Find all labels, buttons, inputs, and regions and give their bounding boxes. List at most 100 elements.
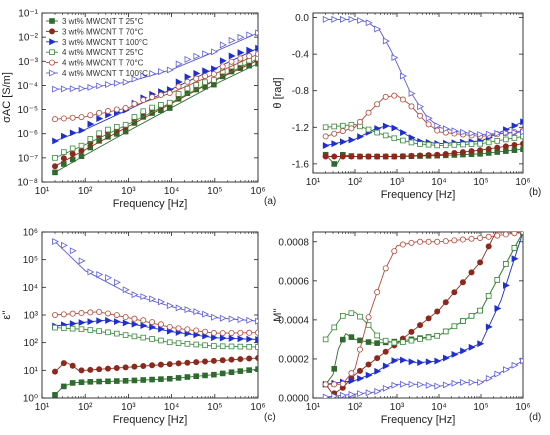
data-point <box>122 314 129 321</box>
data-point <box>237 329 244 336</box>
data-point <box>202 332 210 340</box>
data-point <box>87 318 95 326</box>
legend-entry: 3 wt% MWCNT T 25°C <box>62 17 144 26</box>
data-point <box>52 163 59 170</box>
data-point <box>210 71 217 78</box>
data-point <box>503 261 509 267</box>
data-point <box>442 354 450 362</box>
data-point <box>140 334 147 341</box>
data-point <box>184 306 192 314</box>
data-point <box>228 58 235 65</box>
data-point <box>434 127 441 134</box>
data-point <box>104 310 111 317</box>
data-point <box>52 368 59 375</box>
data-point <box>339 128 346 135</box>
x-tick-label: 10⁵ <box>207 186 222 197</box>
data-point <box>105 126 111 133</box>
data-point <box>434 151 441 158</box>
series-layer <box>52 29 258 176</box>
data-point <box>140 322 148 330</box>
data-point <box>331 392 339 398</box>
data-point <box>149 104 155 111</box>
data-point <box>255 344 258 350</box>
data-point <box>157 361 164 368</box>
data-point <box>60 360 67 367</box>
data-point <box>494 277 501 283</box>
data-point <box>87 136 94 142</box>
data-point <box>442 238 449 245</box>
data-point <box>184 341 191 347</box>
data-point <box>391 124 399 132</box>
data-point <box>408 337 415 344</box>
data-point <box>382 265 389 272</box>
series-layer <box>52 238 258 398</box>
data-point <box>511 142 518 149</box>
data-point <box>348 391 356 398</box>
data-point <box>417 359 425 367</box>
x-tick-label: 10² <box>78 186 93 197</box>
data-point <box>131 100 138 107</box>
data-point <box>382 93 389 100</box>
data-point <box>78 326 85 333</box>
data-point <box>425 114 433 122</box>
data-point <box>520 146 523 153</box>
data-point <box>69 145 76 152</box>
data-point <box>140 317 147 324</box>
data-point <box>96 378 102 385</box>
data-point <box>166 339 173 346</box>
data-point <box>175 375 182 381</box>
data-point <box>61 149 67 155</box>
y-tick-label: 10⁻¹ <box>18 9 38 20</box>
data-point <box>417 322 424 329</box>
data-point <box>425 141 432 148</box>
data-point <box>193 52 201 60</box>
data-point <box>228 329 235 336</box>
chart-panel-b: 10¹ 10² 10³ 10⁴ 10⁵ 10⁶ 0.0 -0.4 -0.8 -1.2 -1.6 Fre… <box>272 12 541 201</box>
data-point <box>193 373 200 379</box>
plot-frame <box>312 231 524 399</box>
y-tick-label: 10⁻⁴ <box>17 81 38 92</box>
data-point <box>78 142 85 149</box>
data-point <box>175 304 183 312</box>
data-point <box>113 312 120 319</box>
data-point <box>237 356 244 363</box>
data-point <box>166 90 173 97</box>
data-point <box>477 234 484 241</box>
data-point <box>237 55 244 62</box>
x-tick-label: 10² <box>78 402 93 413</box>
data-point <box>399 96 406 103</box>
y-tick-label: 10⁻⁶ <box>17 129 38 140</box>
series-layer <box>322 15 523 167</box>
data-point <box>184 78 191 85</box>
y-tick-label: 0.0 <box>295 13 309 24</box>
data-point <box>374 289 381 296</box>
data-point <box>391 135 398 142</box>
y-axis-label: M'' <box>272 308 284 321</box>
series-markers <box>322 232 523 388</box>
data-point <box>175 360 182 367</box>
data-point <box>477 147 484 154</box>
data-point <box>520 133 523 140</box>
x-tick-label: 10³ <box>390 177 405 188</box>
data-point <box>228 369 235 376</box>
data-point <box>494 232 501 239</box>
data-point <box>184 55 192 63</box>
x-tick-label: 10¹ <box>306 402 321 413</box>
data-point <box>391 153 398 160</box>
data-point <box>365 314 372 321</box>
legend: 3 wt% MWCNT T 25°C3 wt% MWCNT T 70°C 3 wt… <box>46 17 148 78</box>
data-point <box>69 310 76 317</box>
data-point <box>149 376 155 383</box>
x-tick-label: 10⁵ <box>473 177 488 188</box>
series-markers <box>52 354 258 375</box>
plot-frame <box>312 12 524 174</box>
x-axis-label: Frequency [Hz] <box>381 189 456 201</box>
data-point <box>61 85 68 93</box>
data-point <box>96 366 103 373</box>
data-point <box>246 343 252 350</box>
data-point <box>246 367 252 373</box>
data-point <box>408 134 416 142</box>
data-point <box>348 153 355 160</box>
y-tick-label: 10⁰ <box>23 394 38 405</box>
x-tick-label: 10⁵ <box>473 402 488 413</box>
